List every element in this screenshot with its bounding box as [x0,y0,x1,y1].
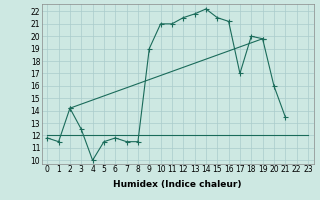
X-axis label: Humidex (Indice chaleur): Humidex (Indice chaleur) [113,180,242,189]
